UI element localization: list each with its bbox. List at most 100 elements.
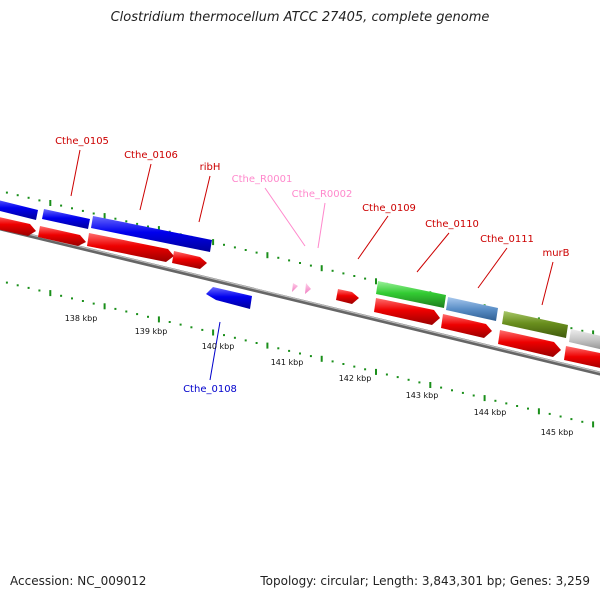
tick-mark <box>451 389 453 392</box>
tick-mark <box>396 376 399 379</box>
tick-mark <box>136 313 139 316</box>
leader-line <box>264 187 306 247</box>
tick-mark <box>157 226 160 233</box>
tick-mark <box>299 262 301 264</box>
leader-line <box>70 149 81 197</box>
cds-murB <box>569 329 600 350</box>
tick-labels: 138 kbp 139 kbp 140 kbp 141 kbp 142 kbp 143 k… <box>65 314 574 437</box>
tick-mark <box>266 342 269 349</box>
tick-label: 145 kbp <box>541 428 574 437</box>
tick-mark <box>375 368 377 375</box>
gene-label: ribH <box>200 162 221 173</box>
gene-label: Cthe_0109 <box>362 203 416 214</box>
leader-line <box>209 321 221 381</box>
cds-small-red <box>336 289 359 304</box>
tick-mark <box>483 395 486 402</box>
cds-r3 <box>87 233 174 262</box>
cds-cthe-0110 <box>446 297 498 321</box>
tick-mark <box>364 368 367 371</box>
tick-mark <box>320 265 323 272</box>
reverse-cds-right <box>374 298 600 368</box>
tick-mark <box>299 352 301 355</box>
tick-mark <box>92 302 95 305</box>
tick-mark <box>38 199 41 202</box>
gene-label: Cthe_0106 <box>124 150 178 161</box>
tick-mark <box>81 300 84 302</box>
tick-label: 139 kbp <box>135 327 168 336</box>
leader-line <box>198 175 211 223</box>
tick-mark <box>516 405 519 407</box>
tick-mark <box>168 321 171 323</box>
tick-mark <box>5 281 8 284</box>
tick-mark <box>309 264 312 267</box>
tick-mark <box>60 294 63 297</box>
leader-line <box>357 215 389 260</box>
tick-mark <box>364 277 367 280</box>
tick-mark <box>592 421 595 428</box>
tick-mark <box>136 222 139 225</box>
tick-mark <box>288 259 291 262</box>
reverse-cds-left <box>0 217 207 269</box>
tick-mark <box>527 407 529 410</box>
tick-mark <box>179 323 182 326</box>
tick-label: 141 kbp <box>271 358 304 367</box>
tick-mark <box>288 349 291 352</box>
leader-line <box>139 163 152 211</box>
tick-label: 143 kbp <box>406 391 439 400</box>
tick-mark <box>548 412 551 415</box>
leader-line <box>317 202 326 249</box>
tick-mark <box>244 339 247 342</box>
tick-mark <box>353 275 356 277</box>
tick-mark <box>277 256 280 259</box>
cds-r4 <box>172 251 207 269</box>
tick-mark <box>71 297 73 300</box>
tick-mark <box>5 191 8 194</box>
gene-label: Cthe_0111 <box>480 234 534 245</box>
gene-label: Cthe_R0001 <box>232 174 293 185</box>
tick-mark <box>212 329 215 336</box>
tick-mark <box>114 217 117 220</box>
gene-label: Cthe_0105 <box>55 136 109 147</box>
tick-mark <box>223 243 225 246</box>
tick-mark <box>472 394 475 397</box>
tick-mark <box>342 272 345 275</box>
tick-mark <box>331 269 334 272</box>
cds-r1 <box>0 217 36 236</box>
tick-mark <box>125 220 128 223</box>
tick-mark <box>581 329 584 332</box>
tick-mark <box>16 194 19 197</box>
tick-mark <box>320 355 323 362</box>
topology-text: Topology: circular; Length: 3,843,301 bp… <box>260 574 590 588</box>
tick-mark <box>125 310 128 313</box>
tick-mark <box>255 251 258 254</box>
cds-cthe-0111 <box>502 311 568 338</box>
tick-mark <box>537 408 540 415</box>
tick-mark <box>71 207 73 210</box>
tick-mark <box>353 365 356 368</box>
tick-mark <box>255 342 258 344</box>
tick-mark <box>266 252 269 259</box>
tick-mark <box>494 399 497 402</box>
leader-line <box>477 247 508 289</box>
gene-label: Cthe_0108 <box>183 384 237 395</box>
tick-mark <box>375 278 377 285</box>
tick-mark <box>16 284 19 287</box>
gene-label: Cthe_R0002 <box>292 189 353 200</box>
tick-mark <box>27 196 30 199</box>
rrna-markers <box>292 283 311 294</box>
tick-mark <box>233 336 236 339</box>
tick-label: 142 kbp <box>339 374 372 383</box>
forward-cds-right <box>376 281 600 350</box>
cds-r2 <box>38 226 86 246</box>
tick-label: 140 kbp <box>202 342 235 351</box>
tick-mark <box>49 200 52 206</box>
tick-mark <box>429 382 432 388</box>
tick-mark <box>570 327 573 330</box>
tick-mark <box>114 307 117 310</box>
tick-mark <box>309 355 312 358</box>
tick-mark <box>385 373 388 376</box>
tick-mark <box>233 246 236 249</box>
tick-mark <box>201 328 204 331</box>
tick-mark <box>559 415 562 418</box>
tick-mark <box>331 360 334 363</box>
